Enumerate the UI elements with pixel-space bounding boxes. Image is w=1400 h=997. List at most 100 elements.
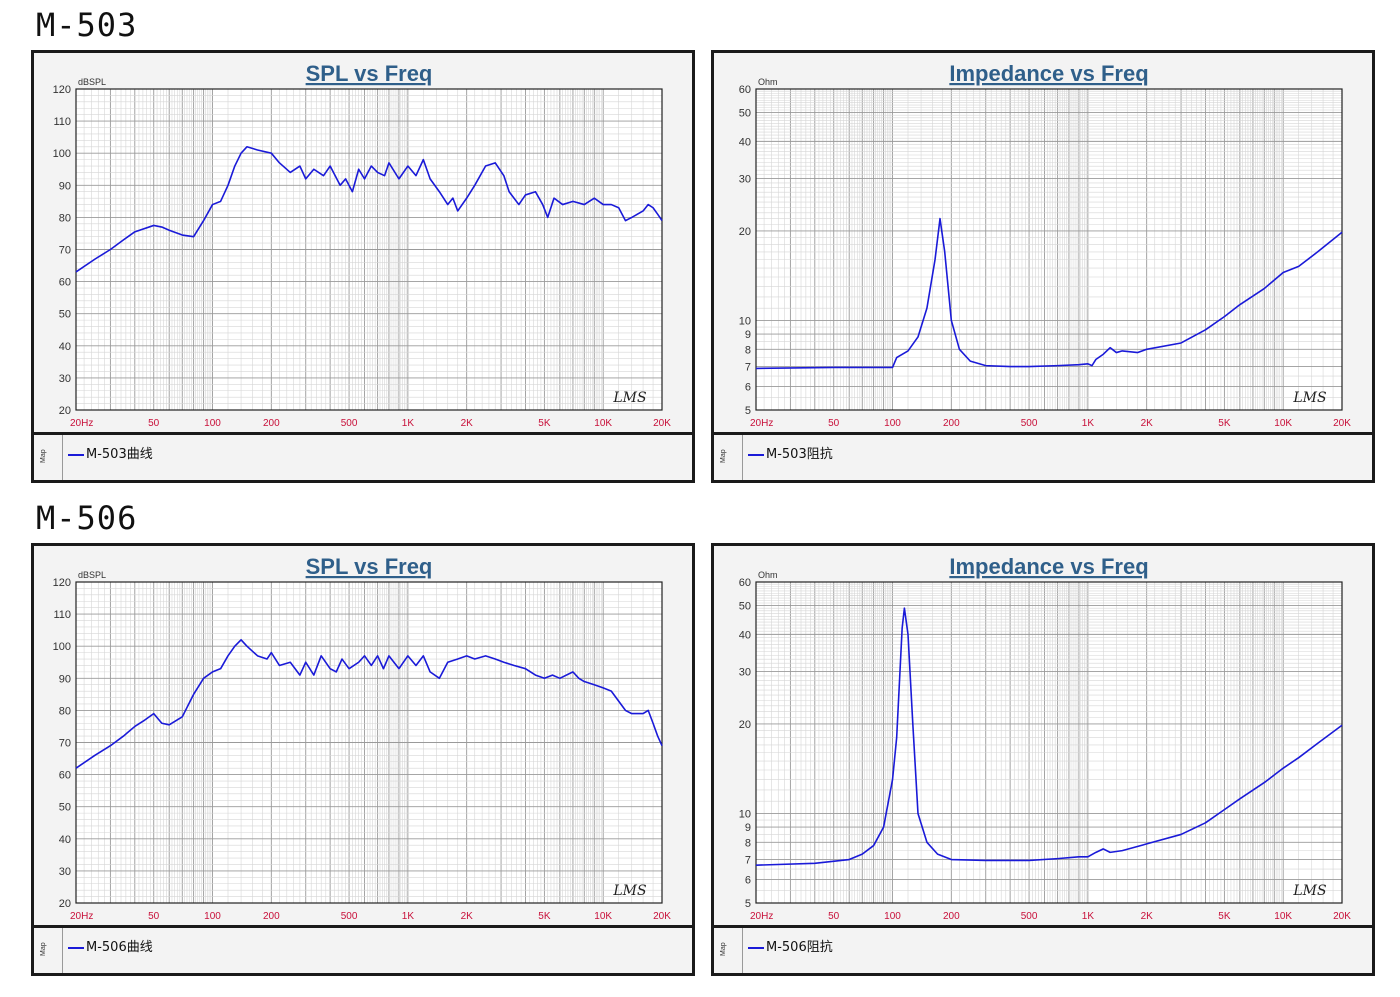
y-tick-label: 90 [59, 673, 71, 685]
y-tick-label: 70 [59, 738, 71, 750]
x-tick-label: 20K [1333, 418, 1351, 429]
x-tick-label: 2K [461, 911, 474, 922]
y-axis-unit-label: dBSPL [78, 77, 106, 87]
x-tick-label: 500 [1021, 911, 1038, 922]
y-tick-label: 7 [745, 362, 751, 374]
legend-side-label: Map [40, 449, 47, 463]
lms-watermark: LMS [1292, 883, 1326, 899]
chart-title: Impedance vs Freq [949, 554, 1148, 579]
legend-swatch [748, 946, 764, 949]
x-tick-label: 500 [341, 911, 358, 922]
x-tick-label: 500 [1021, 418, 1038, 429]
x-tick-label: 1K [402, 911, 415, 922]
x-tick-label: 10K [594, 911, 612, 922]
x-tick-label: 2K [1141, 418, 1154, 429]
y-tick-label: 20 [739, 719, 751, 731]
x-tick-label: 20K [653, 911, 671, 922]
y-tick-label: 40 [739, 629, 751, 641]
y-tick-label: 6 [745, 381, 751, 393]
y-axis-unit-label: Ohm [758, 77, 778, 87]
series-line [75, 145, 663, 273]
x-tick-label: 200 [943, 911, 960, 922]
x-tick-label: 50 [828, 418, 840, 429]
legend-bar: Map M-503曲线 [34, 432, 692, 480]
x-tick-label: 100 [204, 418, 221, 429]
y-tick-label: 40 [739, 136, 751, 148]
y-tick-label: 20 [59, 405, 71, 417]
x-tick-label: 200 [263, 911, 280, 922]
plot-frame [755, 88, 1343, 411]
y-tick-label: 80 [59, 212, 71, 224]
plot-frame [75, 581, 663, 904]
chart-title: Impedance vs Freq [949, 61, 1148, 86]
series-line [75, 638, 663, 769]
x-tick-label: 20Hz [750, 911, 773, 922]
model-title-m503: M-503 [36, 6, 138, 44]
impedance-chart-m503: Impedance vs Freq Ohm 5 6 7 8 910 20 30 40 50 60 20H… [739, 61, 1351, 429]
x-tick-label: 200 [263, 418, 280, 429]
y-tick-label: 40 [59, 834, 71, 846]
chart-title: SPL vs Freq [306, 554, 433, 579]
y-tick-label: 60 [59, 277, 71, 289]
y-tick-label: 40 [59, 341, 71, 353]
legend-item: M-503阻抗 [748, 443, 833, 462]
y-tick-label: 9 [745, 329, 751, 341]
y-tick-label: 20 [739, 226, 751, 238]
y-axis-unit-label: dBSPL [78, 570, 106, 580]
legend-side: Map [34, 928, 63, 973]
x-tick-label: 1K [1082, 418, 1095, 429]
y-tick-label: 20 [59, 898, 71, 910]
y-tick-label: 120 [53, 577, 71, 589]
chart-panel-impedance-m503: Impedance vs Freq Ohm 5 6 7 8 9 10 20 30 40 50 60 20H… [711, 50, 1375, 483]
y-tick-label: 90 [59, 180, 71, 192]
legend-side-label: Map [40, 942, 47, 956]
legend-swatch [68, 453, 84, 456]
y-tick-label: 30 [59, 866, 71, 878]
x-tick-label: 500 [341, 418, 358, 429]
y-tick-label: 50 [59, 802, 71, 814]
y-tick-label: 60 [739, 84, 751, 96]
y-tick-label: 8 [745, 344, 751, 356]
x-tick-label: 20Hz [70, 911, 93, 922]
x-tick-label: 2K [461, 418, 474, 429]
x-tick-label: 200 [943, 418, 960, 429]
legend-label: M-503曲线 [86, 447, 153, 462]
chart-panel-spl-m503: SPL vs Freq dBSPL 20 30 40 50 60 70 80 90 100 110 12… [31, 50, 695, 483]
legend-side: Map [34, 435, 63, 480]
y-tick-label: 50 [59, 309, 71, 321]
x-tick-label: 1K [402, 418, 415, 429]
y-tick-label: 30 [739, 667, 751, 679]
y-tick-label: 30 [59, 373, 71, 385]
legend-side-label: Map [720, 449, 727, 463]
spl-chart-m506: SPL vs Freq dBSPL 20 30 40 50 60 70 80 90 100 110 12… [53, 554, 672, 922]
y-tick-label: 50 [739, 601, 751, 613]
legend-side: Map [714, 928, 743, 973]
legend-bar: Map M-503阻抗 [714, 432, 1372, 480]
legend-item: M-506阻抗 [748, 936, 833, 955]
spl-chart-m503: SPL vs Freq dBSPL 20 30 40 50 60 70 80 90 100 110 12… [53, 61, 672, 429]
x-tick-label: 5K [538, 911, 551, 922]
legend-label: M-503阻抗 [766, 447, 833, 462]
plot-area [756, 89, 1342, 410]
y-tick-label: 110 [53, 609, 71, 621]
y-tick-label: 60 [739, 577, 751, 589]
legend-bar: Map M-506曲线 [34, 925, 692, 973]
impedance-chart-m506: Impedance vs Freq Ohm 5 6 7 8 910 20 30 40 50 60 20H… [739, 554, 1351, 922]
x-tick-label: 20Hz [70, 418, 93, 429]
x-tick-label: 100 [884, 418, 901, 429]
legend-bar: Map M-506阻抗 [714, 925, 1372, 973]
plot-frame [75, 88, 663, 411]
chart-panel-spl-m506: SPL vs Freq dBSPL 20 30 40 50 60 70 80 90 100 110 12… [31, 543, 695, 976]
y-tick-label: 30 [739, 174, 751, 186]
x-tick-label: 50 [148, 418, 160, 429]
x-tick-label: 5K [1218, 418, 1231, 429]
y-tick-label: 10 [739, 809, 751, 821]
series-line [755, 607, 1343, 866]
y-axis-unit-label: Ohm [758, 570, 778, 580]
y-tick-label: 10 [739, 316, 751, 328]
y-tick-label: 100 [53, 148, 71, 160]
x-tick-label: 5K [538, 418, 551, 429]
x-tick-label: 10K [1274, 911, 1292, 922]
y-tick-label: 8 [745, 837, 751, 849]
y-tick-label: 100 [53, 641, 71, 653]
